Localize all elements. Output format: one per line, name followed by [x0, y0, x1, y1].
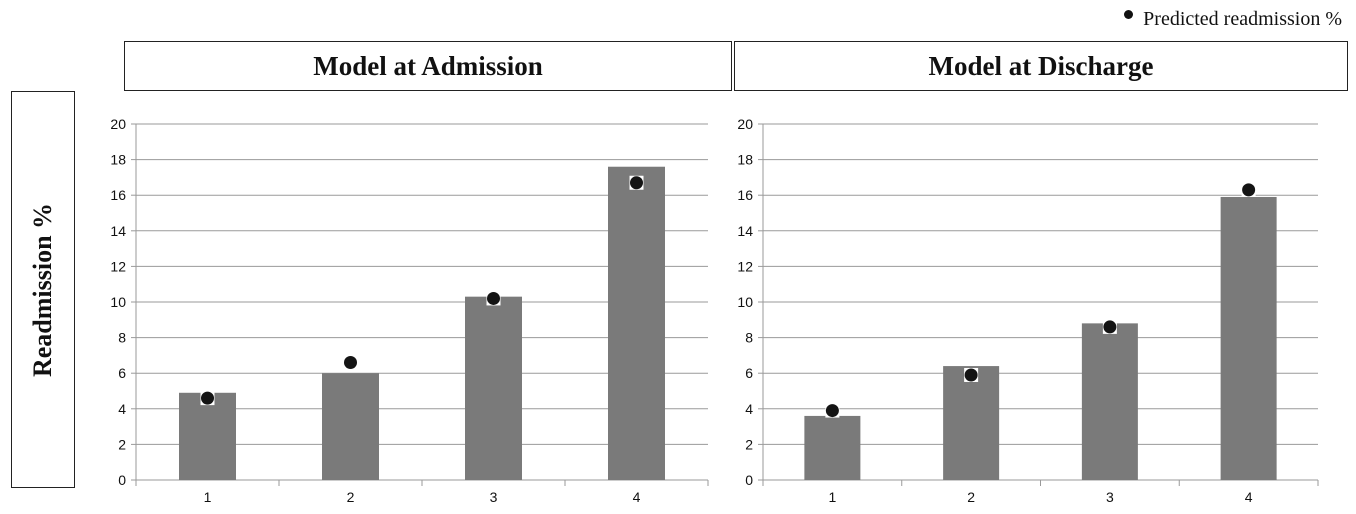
bar: [322, 373, 379, 480]
predicted-marker: [201, 391, 214, 405]
predicted-marker: [964, 368, 978, 382]
y-tick-label: 6: [745, 365, 753, 381]
y-axis-label-box: Readmission %: [11, 91, 75, 488]
legend: Predicted readmission %: [1124, 8, 1342, 31]
y-tick-label: 2: [118, 436, 126, 452]
x-tick-label: 4: [633, 489, 641, 505]
y-tick-label: 20: [737, 116, 753, 132]
predicted-marker: [825, 404, 839, 418]
y-tick-label: 10: [110, 294, 126, 310]
y-tick-label: 8: [118, 330, 126, 346]
y-tick-label: 12: [737, 258, 753, 274]
bar: [943, 366, 1000, 480]
predicted-marker: [487, 291, 500, 305]
y-tick-label: 16: [110, 187, 126, 203]
predicted-marker: [630, 176, 643, 190]
y-tick-label: 18: [737, 152, 753, 168]
x-tick-label: 3: [1106, 489, 1114, 505]
y-tick-label: 20: [110, 116, 126, 132]
x-tick-label: 2: [347, 489, 355, 505]
bar: [608, 166, 665, 480]
predicted-marker: [1103, 320, 1117, 334]
x-tick-label: 1: [828, 489, 836, 505]
y-tick-label: 18: [110, 152, 126, 168]
bar: [1220, 196, 1277, 481]
y-tick-label: 4: [118, 401, 126, 417]
y-tick-label: 0: [745, 472, 753, 488]
predicted-marker: [1242, 183, 1256, 197]
x-tick-label: 3: [490, 489, 498, 505]
predicted-marker: [344, 356, 357, 370]
y-tick-label: 12: [110, 258, 126, 274]
x-tick-label: 4: [1245, 489, 1253, 505]
panel-title-admission: Model at Admission: [124, 41, 732, 91]
y-tick-label: 14: [110, 223, 126, 239]
y-tick-label: 4: [745, 401, 753, 417]
y-tick-label: 6: [118, 365, 126, 381]
y-tick-label: 10: [737, 294, 753, 310]
y-tick-label: 0: [118, 472, 126, 488]
bar: [804, 415, 861, 480]
panel-title-discharge: Model at Discharge: [734, 41, 1348, 91]
bar: [179, 392, 236, 480]
y-tick-label: 14: [737, 223, 753, 239]
bar: [1081, 323, 1138, 480]
x-tick-label: 1: [204, 489, 212, 505]
x-tick-label: 2: [967, 489, 975, 505]
y-tick-label: 8: [745, 330, 753, 346]
y-tick-label: 16: [737, 187, 753, 203]
y-tick-label: 2: [745, 436, 753, 452]
legend-label: Predicted readmission %: [1143, 8, 1342, 30]
legend-marker-icon: [1124, 10, 1134, 19]
bar: [465, 296, 522, 480]
